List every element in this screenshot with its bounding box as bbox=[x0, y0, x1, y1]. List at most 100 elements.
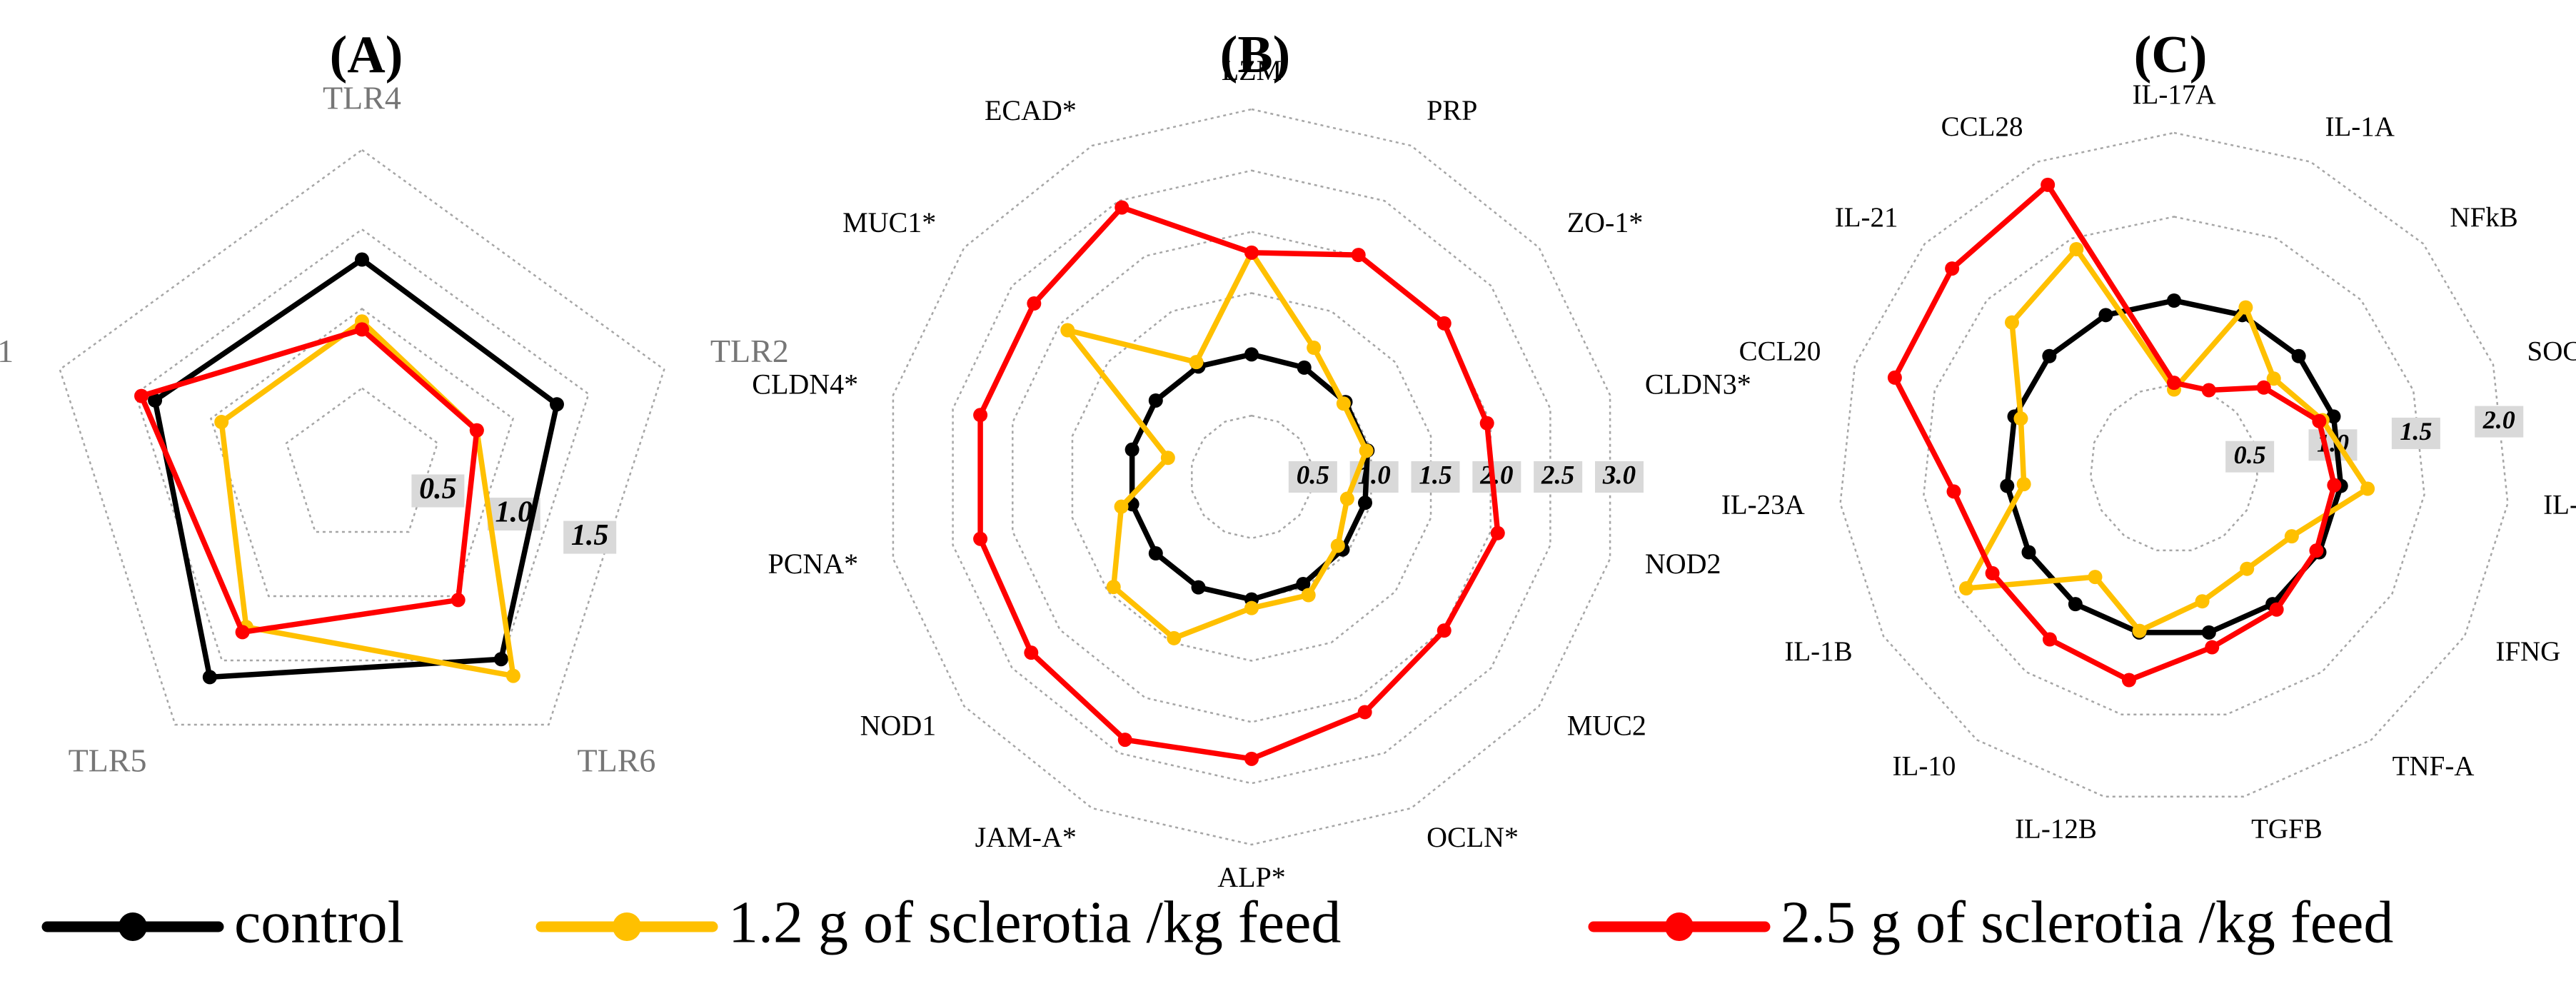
grid-ring bbox=[59, 149, 665, 726]
tick-label-box bbox=[2391, 417, 2440, 449]
tick-label: 1.5 bbox=[1419, 461, 1451, 490]
data-point bbox=[2312, 413, 2327, 428]
axis-label: CCL28 bbox=[1941, 111, 2023, 142]
data-point bbox=[1117, 733, 1132, 748]
data-point bbox=[1244, 347, 1259, 362]
axis-label: OCLN* bbox=[1427, 821, 1519, 853]
tick-label-box bbox=[1411, 461, 1460, 493]
data-point bbox=[2201, 625, 2216, 640]
series-2 bbox=[1887, 177, 2342, 688]
axis-label: IFNG bbox=[2495, 636, 2560, 667]
axis-label: MUC2 bbox=[1567, 709, 1646, 741]
data-point bbox=[1297, 360, 1312, 375]
data-point bbox=[2240, 561, 2255, 576]
data-point bbox=[2098, 308, 2113, 323]
data-point bbox=[2041, 177, 2056, 192]
data-point bbox=[2016, 477, 2031, 492]
axis-label: CLDN3* bbox=[1645, 368, 1751, 400]
axis-label: NOD2 bbox=[1645, 548, 1721, 580]
axis-label: TLR5 bbox=[69, 743, 147, 779]
data-point bbox=[2121, 673, 2136, 688]
data-point bbox=[1106, 580, 1121, 595]
data-point bbox=[1189, 355, 1204, 370]
data-point bbox=[1148, 393, 1163, 408]
data-point bbox=[1958, 581, 1973, 596]
data-point bbox=[1437, 623, 1451, 638]
data-point bbox=[2195, 594, 2210, 609]
axis-label: IL-8 bbox=[2543, 489, 2576, 520]
panel-title: (B) bbox=[1220, 26, 1291, 84]
data-point bbox=[1027, 296, 1042, 311]
data-point bbox=[2205, 640, 2220, 655]
axis-label: TNF-A bbox=[2393, 751, 2475, 782]
grid-ring bbox=[285, 387, 439, 533]
series-line bbox=[1892, 182, 2338, 683]
axis-label: SOCS3 bbox=[2527, 336, 2576, 366]
data-point bbox=[1114, 499, 1129, 514]
data-point bbox=[1479, 416, 1494, 431]
data-point bbox=[2238, 300, 2253, 315]
axis-label: TGFB bbox=[2251, 814, 2323, 845]
data-point bbox=[2327, 478, 2342, 493]
grid bbox=[59, 149, 665, 726]
legend-swatch-marker bbox=[1665, 912, 1694, 941]
axis-label: TLR1 bbox=[0, 333, 14, 369]
data-point bbox=[2069, 242, 2084, 257]
data-point bbox=[1946, 484, 1961, 499]
legend-label: 1.2 g of sclerotia /kg feed bbox=[728, 889, 1341, 955]
data-point bbox=[1115, 200, 1129, 215]
legend: control 1.2 g of sclerotia /kg feed 2.5 g … bbox=[41, 889, 2393, 955]
grid-ring bbox=[1071, 292, 1432, 662]
tick-label-box bbox=[1595, 461, 1644, 493]
grid-ring bbox=[1012, 231, 1491, 723]
data-point bbox=[2360, 481, 2375, 496]
data-point bbox=[2088, 570, 2103, 585]
axis-label: TLR6 bbox=[578, 743, 656, 779]
axis-label: IL-21 bbox=[1835, 202, 1898, 233]
data-point bbox=[973, 531, 988, 546]
axis-label: ZO-1* bbox=[1567, 206, 1644, 238]
data-point bbox=[973, 408, 988, 423]
axis-label: NFkB bbox=[2450, 202, 2517, 233]
tick-label: 1.5 bbox=[571, 519, 609, 552]
series-0 bbox=[148, 252, 564, 685]
data-point bbox=[1330, 538, 1345, 553]
series-2 bbox=[973, 200, 1505, 766]
axis-label: MUC1* bbox=[842, 206, 936, 238]
data-point bbox=[505, 668, 520, 683]
radar-panel-c: (C)0.51.01.52.0IL-17AIL-1ANFkBSOCS3IL-8I… bbox=[1721, 26, 2576, 845]
tick-label: 2.0 bbox=[1479, 461, 1513, 490]
legend-swatch-marker bbox=[613, 912, 641, 941]
data-point bbox=[451, 593, 466, 608]
data-point bbox=[549, 397, 564, 412]
data-point bbox=[235, 625, 250, 640]
axis-label: CLDN4* bbox=[752, 368, 858, 400]
data-point bbox=[355, 322, 369, 337]
radar-panel-a: (A) 0.5 1.0 1.5 TLR4 TLR2 TLR6 TLR5 TLR1 bbox=[0, 26, 789, 779]
tick-label-box bbox=[1472, 461, 1521, 493]
grid-ring bbox=[1923, 216, 2425, 716]
data-point bbox=[1191, 580, 1206, 595]
series-line bbox=[139, 326, 480, 635]
data-point bbox=[2042, 632, 2057, 647]
data-point bbox=[2167, 376, 2181, 391]
series-line bbox=[2004, 298, 2344, 635]
grid-ring bbox=[892, 108, 1611, 846]
tick-label-box bbox=[563, 520, 617, 554]
data-point bbox=[1024, 645, 1039, 660]
tick-label: 2.5 bbox=[1541, 461, 1574, 490]
data-point bbox=[2013, 411, 2028, 426]
axis-label: NOD1 bbox=[860, 709, 937, 741]
data-point bbox=[2326, 409, 2341, 424]
data-point bbox=[1167, 630, 1182, 645]
data-point bbox=[1339, 491, 1354, 506]
data-point bbox=[2000, 478, 2015, 493]
tick-label: 0.5 bbox=[419, 473, 457, 505]
axis-label: IL-23A bbox=[1721, 489, 1805, 520]
data-point bbox=[1148, 546, 1163, 561]
data-point bbox=[2167, 293, 2181, 308]
axis-label: IL-1A bbox=[2325, 111, 2395, 142]
data-point bbox=[1160, 451, 1175, 466]
